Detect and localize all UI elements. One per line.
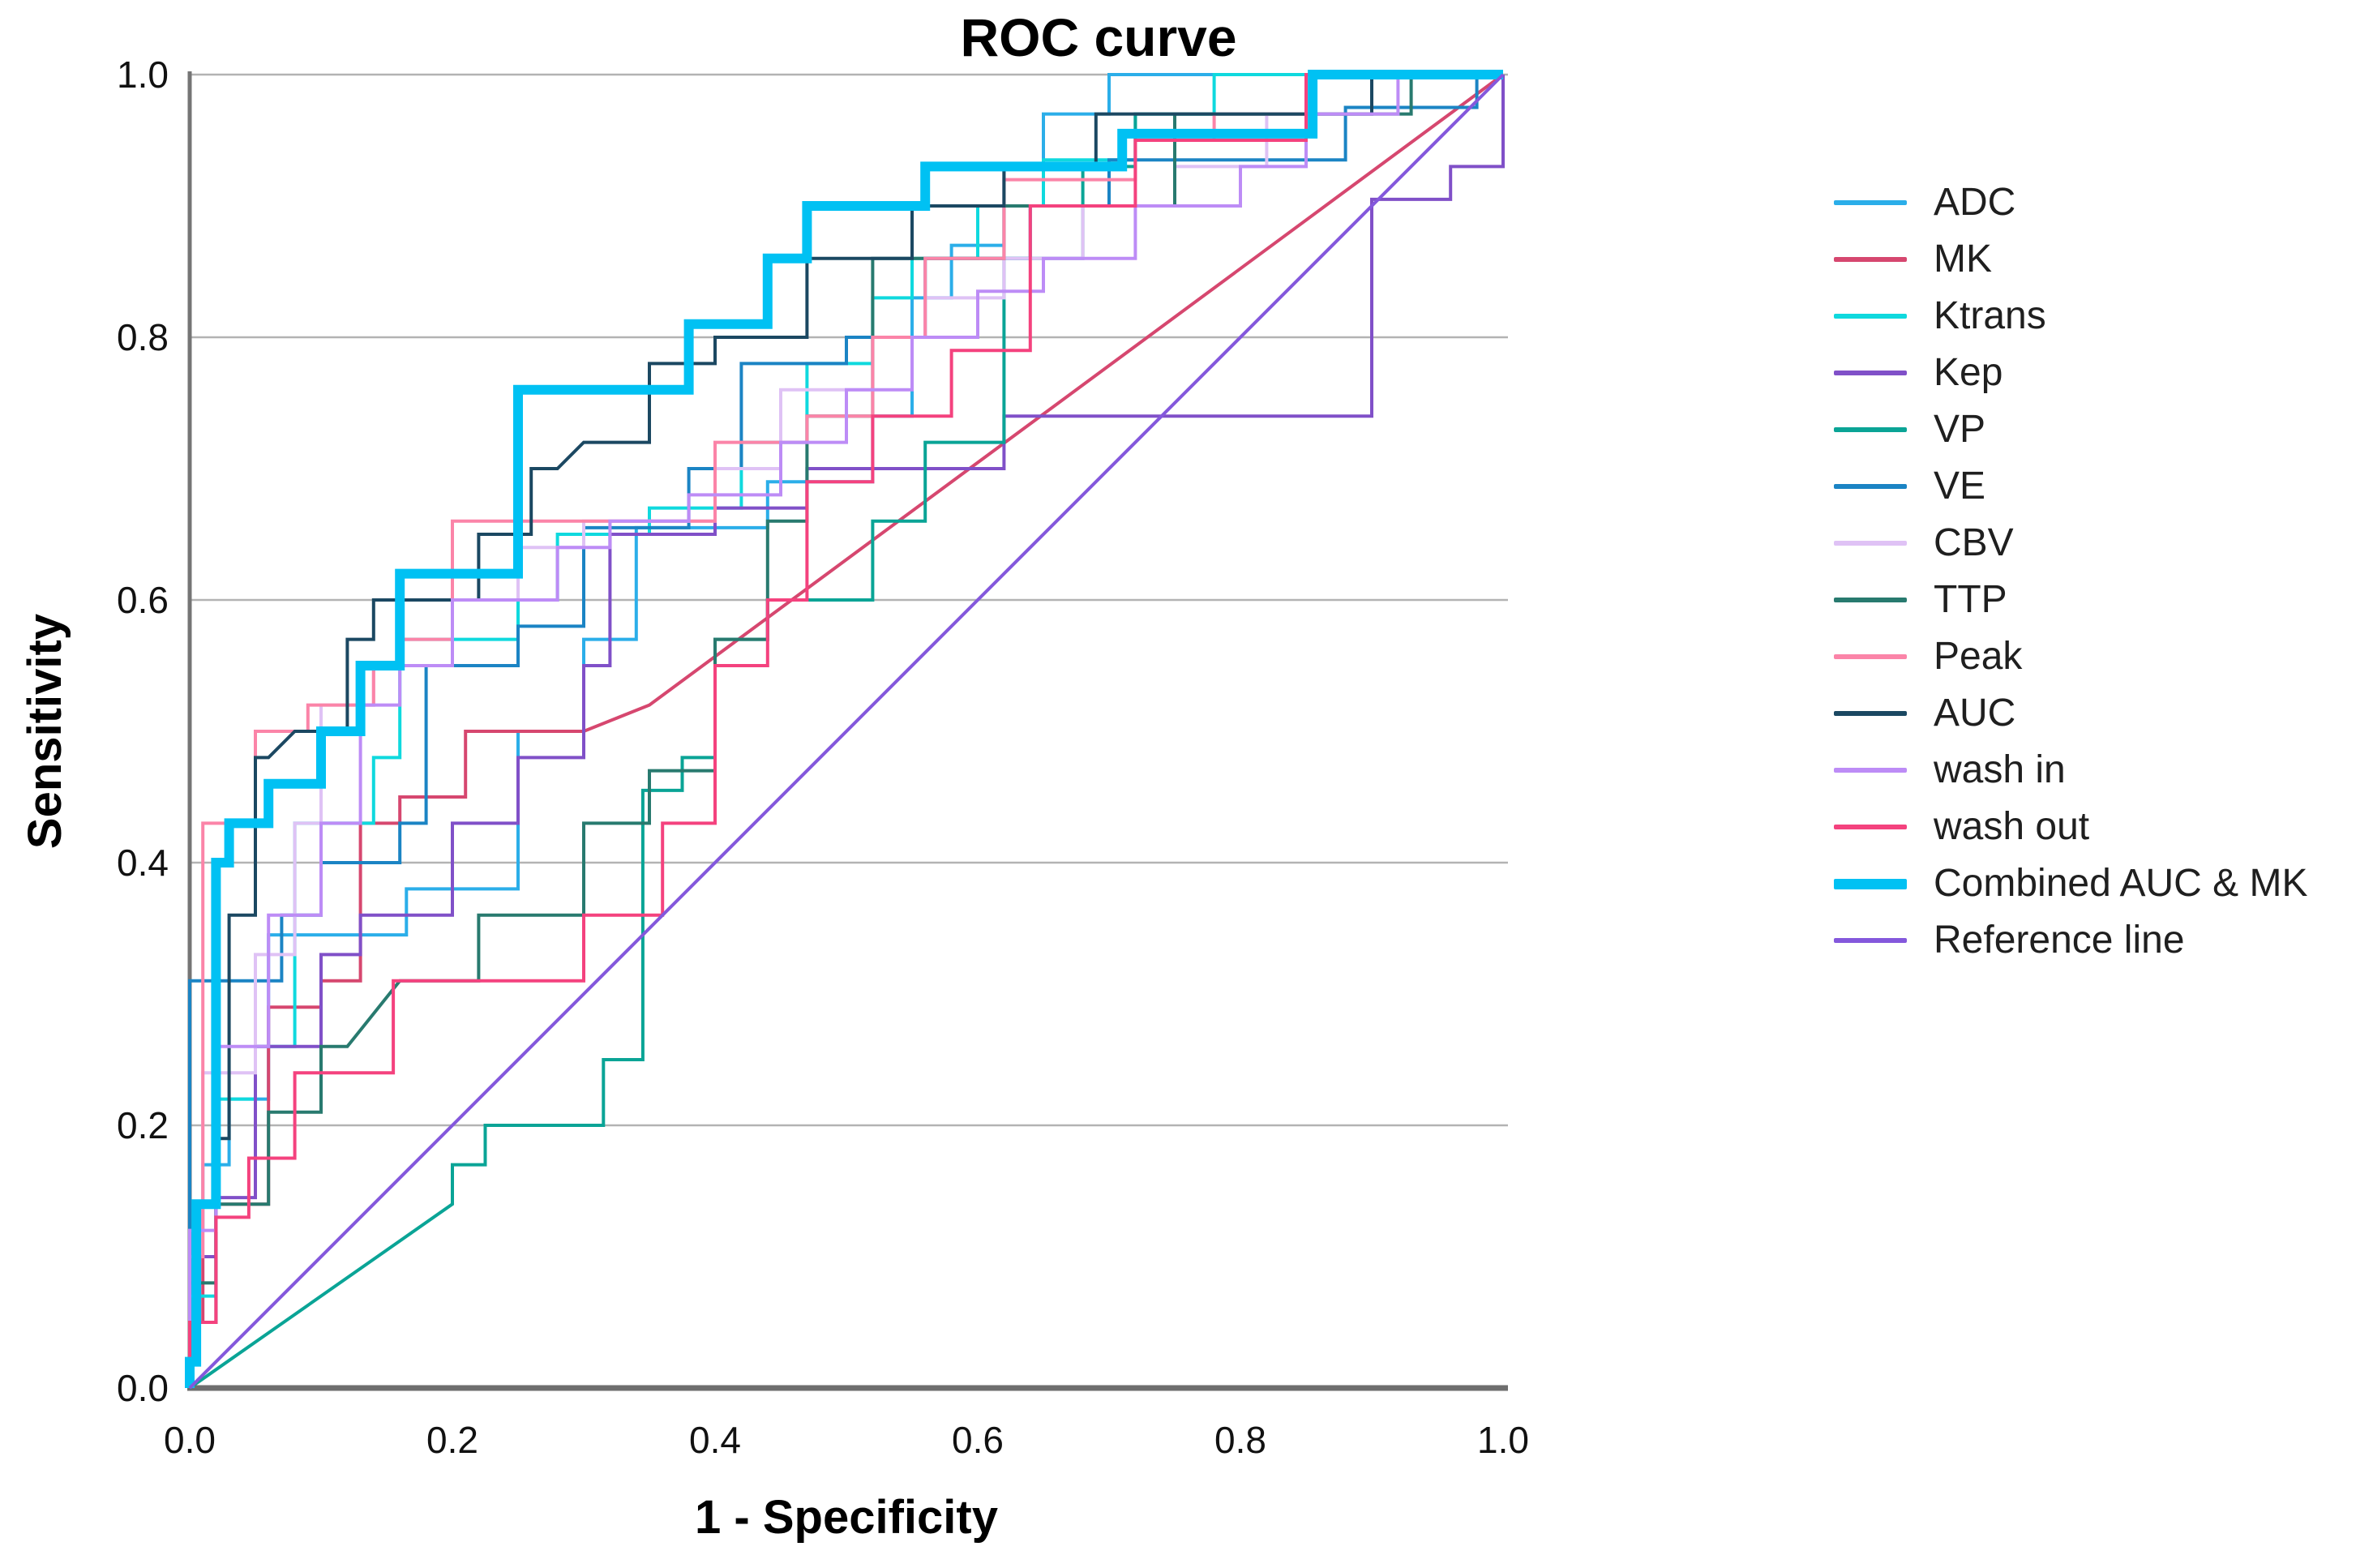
legend-swatch — [1834, 598, 1907, 602]
legend-item-kep: Kep — [1834, 345, 2369, 401]
legend-swatch — [1834, 200, 1907, 205]
legend-label: CBV — [1934, 521, 2014, 564]
legend-swatch — [1834, 541, 1907, 546]
legend-item-peak: Peak — [1834, 628, 2369, 685]
legend-item-ktrans: Ktrans — [1834, 288, 2369, 345]
legend-label: Ktrans — [1934, 294, 2046, 337]
legend-label: ADC — [1934, 181, 2016, 224]
y-tick-label: 1.0 — [117, 54, 169, 96]
series-line-wash-in — [188, 73, 1503, 1388]
y-tick-label: 0.2 — [117, 1104, 169, 1146]
series-line-combined-auc-mk — [185, 70, 1503, 1388]
legend-label: Combined AUC & MK — [1934, 862, 2308, 905]
legend: ADC MK Ktrans Kep VP VE CBV TTP Peak AUC wash in wa… — [1834, 174, 2369, 969]
legend-item-auc: AUC — [1834, 685, 2369, 742]
legend-label: AUC — [1934, 692, 2016, 735]
legend-swatch — [1834, 768, 1907, 773]
legend-swatch — [1834, 257, 1907, 262]
x-tick-label: 0.8 — [1214, 1419, 1266, 1461]
legend-label: VP — [1934, 408, 1986, 451]
legend-label: Peak — [1934, 635, 2023, 678]
chart-title: ROC curve — [960, 7, 1237, 67]
legend-swatch — [1834, 825, 1907, 829]
legend-item-ve: VE — [1834, 458, 2369, 515]
legend-item-vp: VP — [1834, 401, 2369, 458]
legend-label: Reference line — [1934, 919, 2185, 962]
legend-label: wash out — [1934, 805, 2090, 848]
x-axis-title: 1 - Specificity — [695, 1491, 998, 1544]
legend-item-combined-auc-mk: Combined AUC & MK — [1834, 855, 2369, 912]
legend-item-reference-line: Reference line — [1834, 912, 2369, 969]
y-tick-label: 0.0 — [117, 1367, 169, 1409]
series-line-wash-out — [188, 73, 1503, 1388]
legend-swatch — [1834, 484, 1907, 489]
y-tick-label: 0.8 — [117, 316, 169, 358]
series-line-reference-line — [188, 73, 1505, 1390]
y-tick-label: 0.6 — [117, 579, 169, 621]
legend-item-wash-in: wash in — [1834, 742, 2369, 799]
legend-item-mk: MK — [1834, 231, 2369, 288]
x-tick-label: 0.0 — [164, 1419, 216, 1461]
legend-swatch — [1834, 314, 1907, 319]
legend-label: MK — [1934, 238, 1992, 281]
legend-label: VE — [1934, 465, 1986, 508]
legend-swatch — [1834, 654, 1907, 659]
legend-item-cbv: CBV — [1834, 515, 2369, 572]
legend-swatch — [1834, 938, 1907, 943]
legend-label: TTP — [1934, 578, 2007, 621]
legend-swatch — [1834, 371, 1907, 375]
legend-item-wash-out: wash out — [1834, 799, 2369, 855]
x-tick-label: 1.0 — [1477, 1419, 1529, 1461]
x-tick-label: 0.4 — [689, 1419, 741, 1461]
legend-swatch — [1834, 427, 1907, 432]
x-tick-label: 0.6 — [952, 1419, 1004, 1461]
legend-label: wash in — [1934, 748, 2066, 791]
legend-item-ttp: TTP — [1834, 572, 2369, 628]
legend-label: Kep — [1934, 351, 2003, 394]
legend-swatch — [1834, 711, 1907, 716]
legend-item-adc: ADC — [1834, 174, 2369, 231]
x-tick-label: 0.2 — [426, 1419, 478, 1461]
series-line-auc — [188, 73, 1503, 1388]
legend-swatch — [1834, 878, 1907, 889]
y-tick-label: 0.4 — [117, 842, 169, 884]
